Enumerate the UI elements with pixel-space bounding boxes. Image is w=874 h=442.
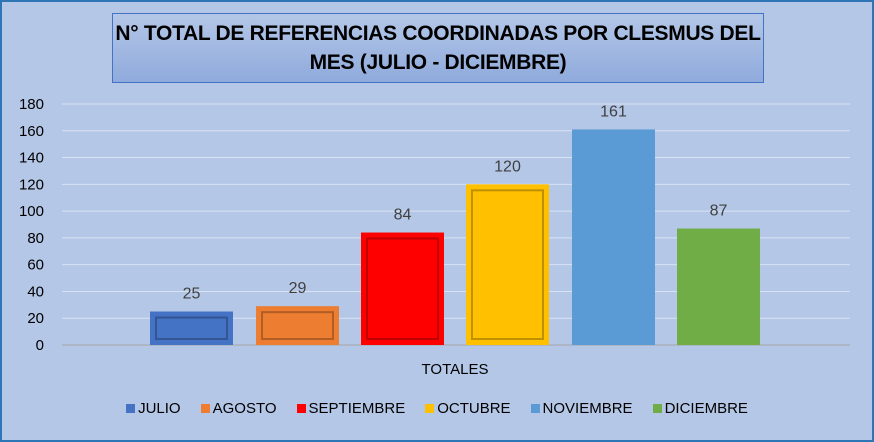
bar-bevel [366, 237, 439, 341]
legend-label: AGOSTO [212, 400, 277, 417]
y-tick-label: 180 [19, 96, 44, 113]
data-label: 120 [494, 158, 521, 175]
data-label: 29 [289, 280, 307, 297]
y-tick-label: 80 [27, 230, 44, 247]
legend-swatch [200, 404, 210, 413]
legend-item: SEPTIEMBRE [296, 400, 406, 417]
x-category-label: TOTALES [422, 361, 489, 378]
bar-octubre [466, 184, 549, 345]
y-tick-label: 40 [27, 283, 44, 300]
chart-title: N° TOTAL DE REFERENCIAS COORDINADAS POR … [112, 13, 764, 83]
legend-swatch [530, 404, 540, 413]
y-tick-label: 20 [27, 310, 44, 327]
y-tick-label: 100 [19, 203, 44, 220]
bar-noviembre [572, 129, 655, 345]
legend-swatch [126, 404, 136, 413]
legend-swatch [425, 404, 435, 413]
legend-swatch [296, 404, 306, 413]
legend-label: NOVIEMBRE [542, 400, 633, 417]
legend-item: JULIO [126, 400, 181, 417]
legend-label: OCTUBRE [437, 400, 511, 417]
data-label: 161 [600, 103, 627, 120]
legend-label: SEPTIEMBRE [308, 400, 406, 417]
bar-septiembre [361, 232, 444, 345]
bar-julio [150, 311, 233, 345]
legend-item: NOVIEMBRE [530, 400, 633, 417]
legend-item: AGOSTO [200, 400, 277, 417]
bar-bevel [261, 311, 334, 340]
legend-swatch [652, 404, 662, 413]
legend-label: DICIEMBRE [664, 400, 748, 417]
data-label: 25 [183, 286, 201, 303]
y-tick-label: 0 [36, 337, 44, 354]
bar-agosto [256, 306, 339, 345]
y-tick-label: 120 [19, 176, 44, 193]
bar-bevel [471, 189, 544, 340]
data-label: 87 [710, 203, 728, 220]
bar-diciembre [677, 228, 760, 345]
legend-label: JULIO [138, 400, 181, 417]
bar-bevel [155, 316, 228, 340]
y-tick-label: 60 [27, 257, 44, 274]
legend-item: OCTUBRE [425, 400, 511, 417]
legend: JULIO AGOSTO SEPTIEMBRE OCTUBRE NOVIEMBRE DIC… [0, 400, 874, 417]
data-label: 84 [394, 207, 412, 224]
legend-item: DICIEMBRE [652, 400, 748, 417]
y-tick-label: 160 [19, 123, 44, 140]
y-tick-label: 140 [19, 150, 44, 167]
